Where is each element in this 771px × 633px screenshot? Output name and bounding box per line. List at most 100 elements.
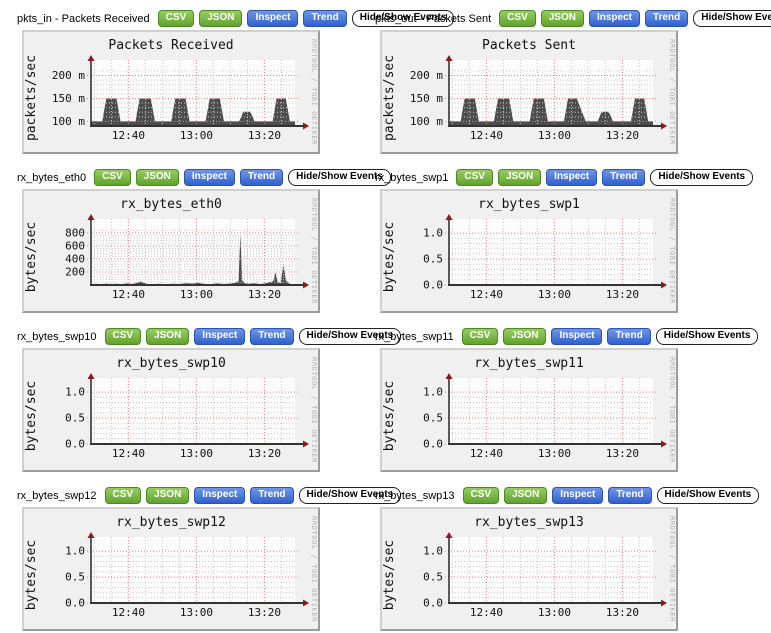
inspect-button-rx_bytes_swp12[interactable]: Inspect [194, 487, 246, 504]
inspect-button-rx_bytes_swp1[interactable]: Inspect [546, 169, 598, 186]
json-button-rx_bytes_swp11[interactable]: JSON [503, 328, 547, 345]
hide-show-events-button-rx_bytes_swp10[interactable]: Hide/Show Events [298, 328, 402, 345]
y-tick-label: 400 [65, 252, 85, 265]
json-button-rx_bytes_eth0[interactable]: JSON [135, 169, 179, 186]
y-tick-label: 800 [65, 226, 85, 239]
y-axis-arrow-icon [87, 373, 95, 379]
trend-button-rx_bytes_eth0[interactable]: Trend [239, 169, 284, 186]
chart-title: Packets Sent [482, 38, 576, 53]
x-tick-label: 13:00 [538, 606, 571, 619]
inspect-button-rx_bytes_swp10[interactable]: Inspect [194, 328, 246, 345]
rrd-graph-panel-pkts_in[interactable]: Packets Received packets/sec RRDTOOL / TOB… [22, 30, 320, 154]
trend-button-rx_bytes_swp13[interactable]: Trend [608, 487, 652, 504]
chart-header-pkts_in: pkts_in - Packets Received CSV JSON Insp… [0, 10, 455, 27]
y-axis-arrow-icon [445, 532, 453, 538]
chart-header-rx_bytes_swp13: rx_bytes_swp13 CSV JSON Inspect Trend Hi… [358, 487, 760, 504]
rrd-graph-panel-rx_bytes_swp10[interactable]: rx_bytes_swp10 bytes/sec RRDTOOL / TOBI OE… [22, 348, 320, 472]
rrdtool-watermark: RRDTOOL / TOBI OETIKER [668, 198, 676, 304]
hide-show-events-button-rx_bytes_swp1[interactable]: Hide/Show Events [650, 169, 754, 186]
csv-button-pkts_out[interactable]: CSV [499, 10, 536, 27]
y-tick-label: 1.0 [423, 545, 443, 558]
csv-button-rx_bytes_swp13[interactable]: CSV [462, 487, 500, 504]
chart-cell-rx_bytes_swp13: rx_bytes_swp13 CSV JSON Inspect Trend Hi… [358, 487, 760, 631]
inspect-button-rx_bytes_eth0[interactable]: Inspect [183, 169, 235, 186]
hide-show-events-button-rx_bytes_swp12[interactable]: Hide/Show Events [298, 487, 402, 504]
trend-button-rx_bytes_swp1[interactable]: Trend [602, 169, 646, 186]
rrd-graph-panel-rx_bytes_swp11[interactable]: rx_bytes_swp11 bytes/sec RRDTOOL / TOBI OE… [380, 348, 678, 472]
y-tick-label: 0.5 [65, 571, 85, 584]
y-tick-label: 0.0 [423, 438, 443, 451]
trend-button-rx_bytes_swp10[interactable]: Trend [250, 328, 294, 345]
x-tick-label: 12:40 [470, 447, 503, 460]
x-tick-label: 13:20 [248, 606, 281, 619]
y-tick-label: 1.0 [65, 386, 85, 399]
rrd-graph-panel-rx_bytes_eth0[interactable]: rx_bytes_eth0 bytes/sec RRDTOOL / TOBI OET… [22, 189, 320, 313]
json-button-rx_bytes_swp1[interactable]: JSON [497, 169, 542, 186]
rrdtool-watermark: RRDTOOL / TOBI OETIKER [310, 516, 318, 622]
x-axis-arrow-icon [661, 281, 667, 289]
inspect-button-rx_bytes_swp11[interactable]: Inspect [551, 328, 603, 345]
plot-canvas [449, 219, 653, 285]
rrd-graph-pkts_in: Packets Received packets/sec RRDTOOL / TOB… [24, 38, 318, 145]
y-tick-label: 100 m [410, 115, 443, 128]
y-tick-label: 200 m [410, 69, 443, 82]
chart-label-rx_bytes_swp1: rx_bytes_swp1 [375, 171, 449, 184]
x-tick-label: 13:00 [180, 288, 213, 301]
y-tick-label: 150 m [410, 92, 443, 105]
hide-show-events-button-rx_bytes_eth0[interactable]: Hide/Show Events [288, 169, 391, 186]
csv-button-rx_bytes_swp1[interactable]: CSV [456, 169, 493, 186]
y-tick-label: 600 [65, 239, 85, 252]
json-button-rx_bytes_swp13[interactable]: JSON [504, 487, 548, 504]
hide-show-events-button-rx_bytes_swp13[interactable]: Hide/Show Events [656, 487, 760, 504]
rrd-graph-panel-rx_bytes_swp12[interactable]: rx_bytes_swp12 bytes/sec RRDTOOL / TOBI OE… [22, 507, 320, 631]
csv-button-rx_bytes_swp11[interactable]: CSV [461, 328, 499, 345]
x-axis-arrow-icon [303, 599, 309, 607]
chart-cell-pkts_in: pkts_in - Packets Received CSV JSON Insp… [0, 10, 455, 154]
trend-button-rx_bytes_swp11[interactable]: Trend [607, 328, 651, 345]
x-tick-label: 13:20 [248, 288, 281, 301]
y-axis-unit-label: bytes/sec [24, 381, 39, 451]
csv-button-pkts_in[interactable]: CSV [157, 10, 195, 27]
json-button-rx_bytes_swp12[interactable]: JSON [146, 487, 190, 504]
y-axis-arrow-icon [445, 55, 453, 61]
json-button-pkts_in[interactable]: JSON [199, 10, 243, 27]
inspect-button-rx_bytes_swp13[interactable]: Inspect [552, 487, 604, 504]
hide-show-events-button-pkts_in[interactable]: Hide/Show Events [351, 10, 455, 27]
chart-title: rx_bytes_swp12 [116, 515, 226, 530]
chart-title: rx_bytes_eth0 [120, 197, 222, 212]
csv-button-rx_bytes_eth0[interactable]: CSV [94, 169, 131, 186]
hide-show-events-button-pkts_out[interactable]: Hide/Show Events [693, 10, 771, 27]
x-tick-label: 13:20 [248, 447, 281, 460]
csv-button-rx_bytes_swp10[interactable]: CSV [104, 328, 142, 345]
chart-label-rx_bytes_swp10: rx_bytes_swp10 [17, 330, 97, 343]
rrd-graph-panel-rx_bytes_swp1[interactable]: rx_bytes_swp1 bytes/sec RRDTOOL / TOBI OET… [380, 189, 678, 313]
y-tick-label: 0.0 [423, 279, 443, 292]
chart-label-rx_bytes_swp12: rx_bytes_swp12 [17, 489, 97, 502]
y-tick-label: 0.5 [423, 253, 443, 266]
x-tick-label: 13:00 [538, 129, 571, 142]
trend-button-pkts_out[interactable]: Trend [644, 10, 689, 27]
trend-button-rx_bytes_swp12[interactable]: Trend [250, 487, 294, 504]
csv-button-rx_bytes_swp12[interactable]: CSV [104, 487, 142, 504]
trend-button-pkts_in[interactable]: Trend [303, 10, 347, 27]
inspect-button-pkts_in[interactable]: Inspect [247, 10, 299, 27]
json-button-pkts_out[interactable]: JSON [540, 10, 584, 27]
x-tick-label: 13:20 [606, 447, 639, 460]
plot-canvas [91, 537, 295, 603]
x-tick-label: 12:40 [470, 288, 503, 301]
y-tick-label: 100 m [52, 115, 85, 128]
rrd-graph-panel-pkts_out[interactable]: Packets Sent packets/sec RRDTOOL / TOBI OE… [380, 30, 678, 154]
rrd-graph-panel-rx_bytes_swp13[interactable]: rx_bytes_swp13 bytes/sec RRDTOOL / TOBI OE… [380, 507, 678, 631]
inspect-button-pkts_out[interactable]: Inspect [588, 10, 640, 27]
hide-show-events-button-rx_bytes_swp11[interactable]: Hide/Show Events [655, 328, 759, 345]
chart-header-rx_bytes_swp11: rx_bytes_swp11 CSV JSON Inspect Trend Hi… [358, 328, 759, 345]
y-tick-label: 1.0 [423, 386, 443, 399]
rrdtool-watermark: RRDTOOL / TOBI OETIKER [310, 357, 318, 463]
y-axis-unit-label: bytes/sec [382, 222, 397, 292]
chart-cell-rx_bytes_eth0: rx_bytes_eth0 CSV JSON Inspect Trend Hid… [0, 169, 391, 313]
chart-header-rx_bytes_eth0: rx_bytes_eth0 CSV JSON Inspect Trend Hid… [0, 169, 391, 186]
json-button-rx_bytes_swp10[interactable]: JSON [146, 328, 190, 345]
chart-title: rx_bytes_swp10 [116, 356, 226, 371]
y-tick-label: 200 [65, 265, 85, 278]
